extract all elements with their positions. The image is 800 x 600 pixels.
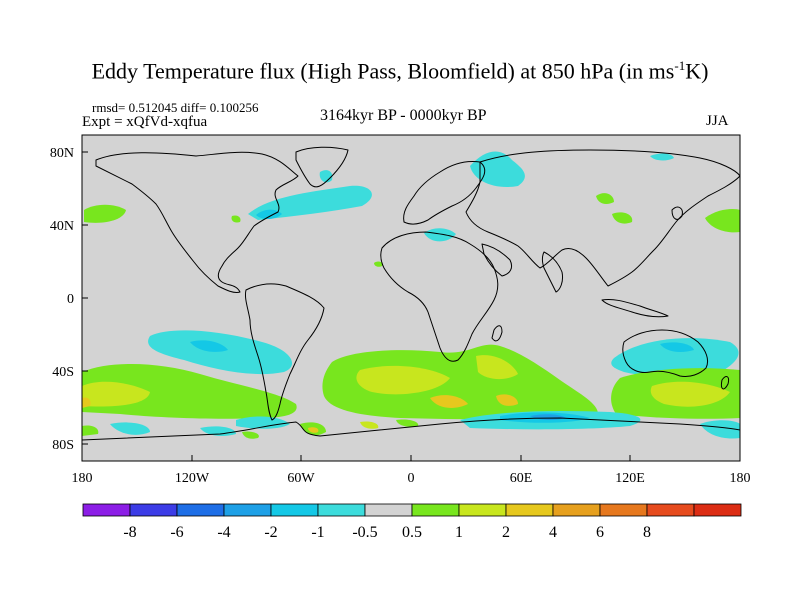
lat-label: 80S <box>52 438 74 453</box>
plot-title: Eddy Temperature flux (High Pass, Bloomf… <box>91 58 709 84</box>
coastlines <box>82 146 740 441</box>
anomaly-region <box>322 344 599 420</box>
colorbar-label: 1 <box>455 524 463 541</box>
lon-label: 120W <box>175 471 210 486</box>
lat-label: 40S <box>52 365 74 380</box>
colorbar-swatch <box>552 503 601 517</box>
anomaly-region <box>496 394 518 406</box>
colorbar-swatch <box>176 503 225 517</box>
anomaly-region <box>396 419 419 427</box>
anomaly-region <box>231 215 241 223</box>
coastline-europe <box>403 161 486 225</box>
anomaly-region <box>356 365 450 395</box>
coastline-arabia <box>481 243 513 277</box>
anomaly-region <box>705 208 740 233</box>
colorbar-label: -0.5 <box>352 524 377 541</box>
colorbar-swatch <box>364 503 413 517</box>
coastline-australia <box>622 329 709 377</box>
anomaly-region <box>82 425 99 436</box>
anomaly-region <box>612 212 633 224</box>
anomaly-region <box>148 330 293 375</box>
anomaly-region <box>256 209 282 220</box>
lon-label: 0 <box>408 471 415 486</box>
colorbar-label: 8 <box>643 524 651 541</box>
lon-label: 180 <box>730 471 751 486</box>
colorbar-swatch <box>270 503 319 517</box>
anomaly-region <box>650 381 730 407</box>
colorbar-label: 2 <box>502 524 510 541</box>
colorbar-label: 6 <box>596 524 604 541</box>
anomaly-region <box>424 228 456 242</box>
lat-label: 40N <box>50 219 74 234</box>
season-label: JJA <box>706 113 729 129</box>
coastline-antarctica <box>82 417 740 441</box>
lon-label: 120E <box>615 471 645 486</box>
colorbar <box>82 503 742 517</box>
coastline-africa <box>380 231 499 362</box>
rmsd-diff-stats: rmsd= 0.512045 diff= 0.100256 <box>92 100 259 115</box>
colorbar-swatch <box>411 503 460 517</box>
colorbar-label: 0.5 <box>402 524 422 541</box>
colorbar-label: -2 <box>264 524 277 541</box>
colorbar-label: 4 <box>549 524 557 541</box>
colorbar-swatch <box>693 503 742 517</box>
anomaly-region <box>236 416 290 429</box>
coastline-madagascar <box>491 325 503 342</box>
anomaly-region <box>360 421 379 429</box>
coastline-indonesia <box>601 299 669 318</box>
experiment-label: Expt = xQfVd-xqfua <box>82 114 208 130</box>
coastline-japan <box>671 206 683 220</box>
colorbar-swatch <box>223 503 272 517</box>
coastline-asia <box>465 149 740 287</box>
coastline-greenland <box>295 146 349 188</box>
anomaly-region <box>700 420 740 439</box>
colorbar-swatch <box>505 503 554 517</box>
period-label: 3164kyr BP - 0000kyr BP <box>320 107 487 124</box>
anomaly-region <box>476 355 518 380</box>
colorbar-label: -1 <box>311 524 324 541</box>
axis-ticks <box>81 151 741 461</box>
latitude-labels: 80N 40N 0 40S 80S <box>50 146 74 453</box>
anomaly-region <box>660 342 694 352</box>
anomaly-region <box>308 427 319 433</box>
anomaly-region <box>596 193 614 204</box>
anomaly-region <box>374 261 383 267</box>
anomaly-region <box>430 395 468 408</box>
anomaly-region <box>82 363 297 419</box>
anomaly-region <box>84 204 126 223</box>
anomaly-region <box>200 426 236 436</box>
colorbar-swatch <box>458 503 507 517</box>
anomaly-region <box>248 185 372 220</box>
lon-label: 60W <box>287 471 315 486</box>
lon-label: 60E <box>510 471 533 486</box>
anomaly-region <box>82 397 91 408</box>
anomaly-region <box>82 381 150 407</box>
coastline-north-america <box>95 151 299 293</box>
colorbar-label: -4 <box>217 524 230 541</box>
colorbar-labels: -8 -6 -4 -2 -1 -0.5 0.5 1 2 4 6 8 <box>123 524 651 541</box>
colorbar-label: -8 <box>123 524 136 541</box>
coastline-india <box>542 251 563 293</box>
coastline-south-america <box>245 283 325 421</box>
colorbar-swatch <box>599 503 648 517</box>
colorbar-swatch <box>129 503 178 517</box>
anomaly-region <box>190 340 228 352</box>
anomaly-region <box>110 422 150 435</box>
colorbar-swatch <box>646 503 695 517</box>
lat-label: 0 <box>67 292 74 307</box>
longitude-labels: 180 120W 60W 0 60E 120E 180 <box>72 471 751 486</box>
lat-label: 80N <box>50 146 74 161</box>
anomaly-region <box>650 153 674 161</box>
anomaly-region <box>242 431 259 439</box>
colorbar-label: -6 <box>170 524 183 541</box>
coastline-new-zealand <box>721 376 729 390</box>
lon-label: 180 <box>72 471 93 486</box>
colorbar-swatch <box>317 503 366 517</box>
colorbar-swatch <box>82 503 131 517</box>
